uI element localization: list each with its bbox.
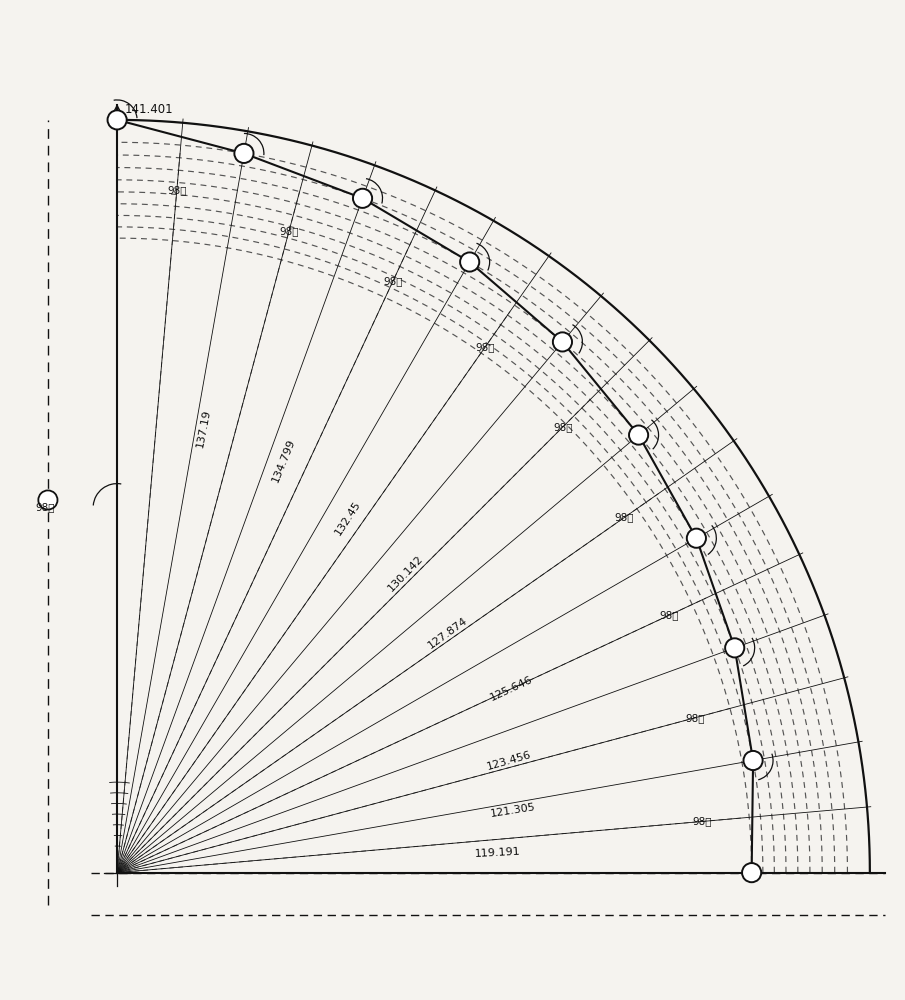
Text: 98度: 98度 — [475, 342, 495, 352]
Text: 98度: 98度 — [167, 185, 186, 195]
Circle shape — [744, 751, 763, 770]
Circle shape — [687, 529, 706, 548]
Circle shape — [353, 189, 372, 208]
Circle shape — [38, 490, 58, 510]
Text: 98度: 98度 — [693, 816, 712, 826]
Text: 121.305: 121.305 — [490, 801, 536, 819]
Text: 137.19: 137.19 — [195, 408, 212, 448]
Circle shape — [108, 110, 127, 129]
Text: 98度: 98度 — [685, 713, 705, 723]
Text: 119.191: 119.191 — [474, 847, 520, 859]
Text: 123.456: 123.456 — [485, 749, 532, 771]
Circle shape — [553, 332, 572, 352]
Circle shape — [629, 425, 648, 445]
Text: 130.142: 130.142 — [386, 554, 425, 594]
Text: 127.874: 127.874 — [426, 615, 469, 650]
Text: 98度: 98度 — [614, 512, 634, 522]
Circle shape — [742, 863, 761, 882]
Text: 98度: 98度 — [36, 503, 55, 513]
Circle shape — [725, 638, 744, 657]
Circle shape — [234, 144, 253, 163]
Text: 98度: 98度 — [280, 226, 299, 236]
Text: 132.45: 132.45 — [333, 499, 362, 537]
Text: 98度: 98度 — [659, 610, 679, 620]
Circle shape — [460, 252, 480, 272]
Text: 141.401: 141.401 — [125, 103, 174, 116]
Text: 134.799: 134.799 — [271, 437, 297, 483]
Text: 98度: 98度 — [553, 422, 573, 432]
Text: 125.646: 125.646 — [489, 675, 534, 703]
Text: 98度: 98度 — [384, 276, 403, 286]
